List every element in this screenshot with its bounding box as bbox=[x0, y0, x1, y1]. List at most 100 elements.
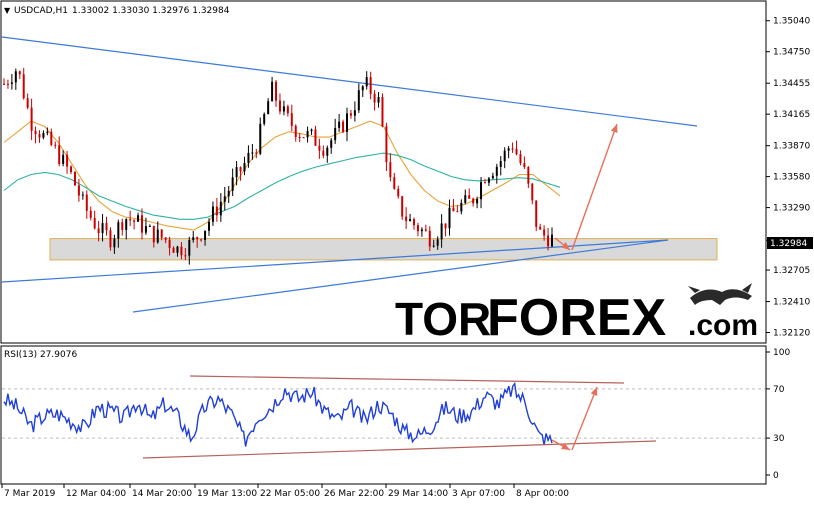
candle bbox=[140, 208, 143, 240]
candle bbox=[113, 234, 116, 254]
candle bbox=[168, 236, 171, 256]
rsi-label: RSI(13) 27.9076 bbox=[4, 350, 77, 360]
candle bbox=[365, 71, 368, 90]
candle bbox=[282, 100, 285, 116]
candle bbox=[239, 166, 242, 181]
candle bbox=[247, 145, 250, 168]
candle bbox=[62, 150, 65, 167]
candle bbox=[211, 201, 214, 226]
candle bbox=[432, 239, 435, 248]
candle bbox=[464, 189, 467, 205]
candle bbox=[34, 126, 37, 144]
candle bbox=[409, 213, 412, 222]
rsi-tick-label: 70 bbox=[773, 385, 785, 395]
candle bbox=[361, 85, 364, 98]
candle bbox=[377, 91, 380, 108]
trendline bbox=[1, 239, 669, 283]
candle bbox=[381, 93, 384, 128]
candle bbox=[302, 136, 305, 139]
candle bbox=[468, 188, 471, 199]
time-tick-label: 7 Mar 2019 bbox=[4, 489, 56, 499]
candle bbox=[448, 199, 451, 236]
price-tick-label: 1.32120 bbox=[773, 329, 810, 339]
candle bbox=[487, 176, 490, 186]
candle bbox=[255, 148, 258, 159]
candle bbox=[405, 207, 408, 229]
candle bbox=[215, 197, 218, 222]
candle bbox=[219, 193, 222, 222]
rsi-indicator: 100 70 30 0 bbox=[2, 348, 790, 481]
candle bbox=[125, 218, 128, 240]
candle bbox=[330, 138, 333, 154]
candle bbox=[50, 128, 53, 147]
moving-averages bbox=[3, 120, 561, 231]
torforex-logo: TOR FOREX .com bbox=[395, 283, 758, 347]
candle bbox=[436, 236, 439, 250]
candle bbox=[38, 130, 41, 143]
candle bbox=[420, 227, 423, 237]
candles bbox=[3, 67, 553, 265]
candle bbox=[440, 214, 443, 248]
price-tick-label: 1.34455 bbox=[773, 79, 810, 89]
candle bbox=[192, 231, 195, 243]
time-axis: 7 Mar 2019 12 Mar 04:00 14 Mar 20:00 19 Mar… bbox=[1, 484, 569, 499]
candle bbox=[452, 198, 455, 212]
ma-slow-line bbox=[3, 152, 561, 220]
candle bbox=[345, 107, 348, 142]
candle bbox=[428, 226, 431, 252]
candle bbox=[551, 227, 553, 248]
candle bbox=[93, 210, 96, 230]
arrow-up-main bbox=[571, 123, 618, 251]
candle bbox=[164, 236, 167, 244]
candle bbox=[456, 205, 459, 213]
arrow-down-main bbox=[554, 237, 571, 251]
rsi-tick-label: 30 bbox=[773, 434, 785, 444]
candle bbox=[70, 165, 73, 175]
quote-label: 1.33002 1.33030 1.32976 1.32984 bbox=[72, 6, 230, 16]
rsi-tick-label: 100 bbox=[773, 348, 790, 358]
rsi-line bbox=[3, 381, 553, 447]
support-zone bbox=[49, 238, 718, 261]
candle bbox=[278, 93, 281, 115]
candle bbox=[511, 142, 514, 153]
price-axis: 1.35040 1.34750 1.34455 1.34165 1.33870 1.335… bbox=[766, 17, 810, 339]
candle bbox=[413, 217, 416, 230]
candle bbox=[81, 191, 84, 200]
time-tick-label: 3 Apr 07:00 bbox=[452, 489, 505, 499]
candle bbox=[318, 138, 321, 159]
candle bbox=[539, 223, 542, 230]
candle bbox=[424, 224, 427, 232]
time-tick-label: 29 Mar 14:00 bbox=[388, 489, 448, 499]
candle bbox=[306, 126, 309, 143]
candle bbox=[184, 248, 187, 260]
header-triangle-icon: ▼ bbox=[4, 6, 11, 15]
candle bbox=[66, 150, 69, 174]
candle bbox=[259, 117, 262, 156]
candle bbox=[385, 122, 388, 172]
candle bbox=[137, 212, 140, 222]
candle bbox=[101, 213, 104, 242]
candle bbox=[89, 206, 92, 221]
price-tick-label: 1.34165 bbox=[773, 110, 810, 120]
candle bbox=[6, 79, 9, 89]
time-tick-label: 14 Mar 20:00 bbox=[132, 489, 192, 499]
time-tick-label: 8 Apr 00:00 bbox=[516, 489, 569, 499]
candle bbox=[176, 245, 179, 257]
candle bbox=[85, 190, 88, 219]
candle bbox=[507, 145, 510, 159]
candle bbox=[310, 128, 313, 135]
candle bbox=[294, 124, 297, 142]
candle bbox=[267, 98, 270, 115]
candle bbox=[476, 196, 479, 209]
logo-text-tor: TOR bbox=[395, 293, 491, 345]
candle bbox=[373, 90, 376, 111]
candle bbox=[46, 127, 49, 136]
candle bbox=[491, 172, 494, 180]
candle bbox=[444, 223, 447, 237]
time-tick-label: 26 Mar 22:00 bbox=[324, 489, 384, 499]
candle bbox=[338, 113, 341, 132]
candle bbox=[483, 178, 486, 184]
candle bbox=[322, 145, 325, 159]
candle bbox=[235, 161, 238, 186]
candle bbox=[73, 171, 76, 186]
